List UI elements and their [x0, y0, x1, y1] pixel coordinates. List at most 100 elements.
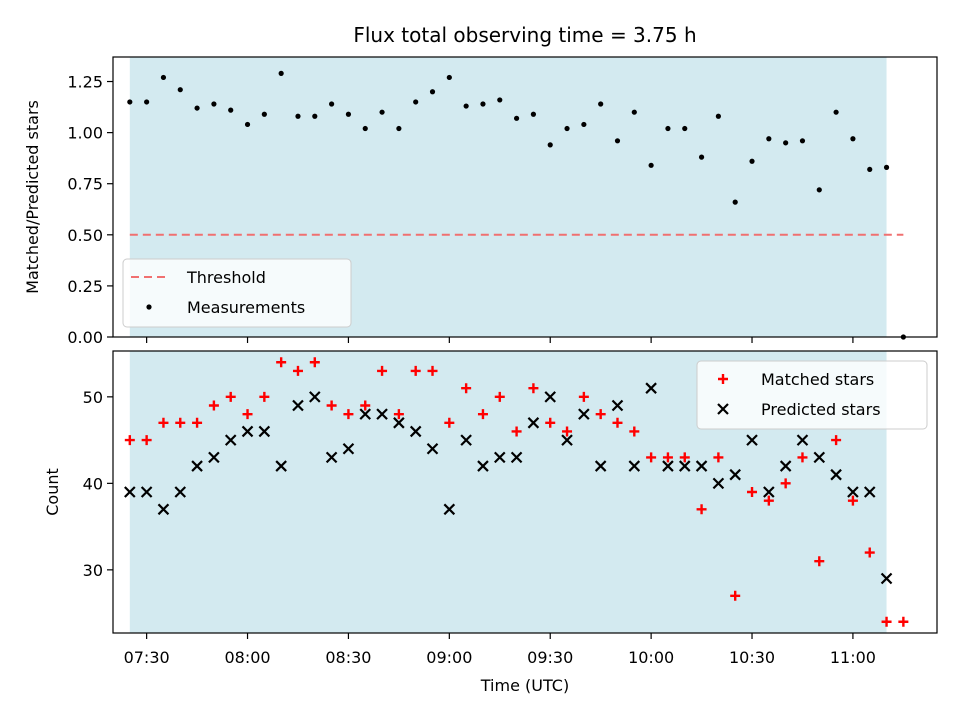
panel-2-series-1-point [461, 383, 472, 394]
panel-2-series-1-point [242, 409, 253, 420]
panel-2-series-1-point [158, 417, 169, 428]
panel-2-series-2-point [544, 391, 557, 403]
panel-2-series-2-point [779, 460, 792, 472]
panel-1-series-2-point [715, 113, 721, 119]
panel-2-series-2-point [140, 486, 153, 498]
panel-1-legend-swatch [146, 304, 152, 310]
panel-1-series-2-point [799, 138, 806, 144]
panel-1-y-tick-label: 1.25 [67, 73, 103, 92]
panel-1-series-2-point [446, 74, 452, 81]
panel-2-series-2-point [376, 408, 388, 420]
panel-1-y-tick-label: 0.00 [67, 328, 103, 347]
panel-2-series-1-point [831, 435, 842, 446]
panel-1-series-2-point [429, 89, 436, 95]
panel-2-series-1-point [864, 547, 875, 558]
panel-1-series-2-point [648, 162, 654, 168]
panel-2-legend-swatch [718, 374, 728, 384]
panel-2-series-2-point [493, 451, 506, 464]
panel-2-series-2-point [292, 399, 304, 412]
panel-2-series-1-point [175, 417, 186, 428]
panel-2-series-1-point [360, 400, 371, 411]
panel-1-series-2-point [513, 115, 520, 121]
panel-2-series-2-point [258, 425, 271, 438]
panel-2-series-2-point [695, 460, 708, 472]
panel-2-series-1-point [377, 365, 388, 376]
panel-2-series-1-point [309, 357, 320, 368]
panel-2-series-1-point [326, 400, 337, 411]
panel-2-series-1-point [898, 616, 909, 627]
panel-2-series-1-point [410, 365, 421, 376]
panel-2-series-1-point [511, 426, 522, 437]
panel-1-y-tick-label: 1.00 [67, 124, 103, 143]
panel-2-series-2-point [796, 434, 809, 446]
panel-2-series-1-point [881, 616, 892, 627]
panel-1-series-2-point [211, 101, 217, 107]
panel-2-series-1-point [780, 478, 791, 489]
panel-1-series-2-point [244, 121, 251, 128]
panel-2-series-2-point [645, 382, 657, 394]
panel-2-series-2-point [880, 572, 893, 585]
panel-1-series-2-point [160, 74, 167, 81]
panel-2-series-1-point [208, 400, 219, 411]
panel-1-series-2-point [698, 154, 705, 160]
x-tick-label: 09:30 [527, 648, 573, 667]
panel-2-series-2-point [224, 434, 237, 446]
panel-2-series-1-point [629, 426, 640, 437]
panel-2-series-1-point [276, 357, 287, 368]
panel-1-legend-box [122, 258, 352, 328]
x-tick-label: 10:30 [729, 648, 775, 667]
panel-1-series-2-point [682, 125, 688, 132]
panel-2-frame [112, 350, 938, 634]
chart-title: Flux total observing time = 3.75 h [353, 23, 696, 47]
panel-1-series-2-point [581, 121, 587, 128]
panel-1-series-2-point [480, 101, 486, 107]
panel-1-series-2-point [228, 107, 234, 113]
panel-1-series-2-point [396, 125, 402, 132]
panel-2-legend-label: Matched stars [761, 370, 874, 389]
panel-1-series-2-point [295, 113, 301, 119]
panel-2-y-tick-label: 30 [83, 561, 103, 580]
panel-2-series-1-point [646, 452, 657, 463]
panel-1-series-2-point [749, 158, 755, 164]
panel-1-series-2-point [850, 136, 856, 142]
panel-2-series-2-point [393, 417, 405, 429]
panel-2-series-1-point [545, 417, 556, 428]
panel-2-series-2-point [594, 460, 607, 472]
panel-1-series-2-point [530, 111, 537, 117]
panel-2-series-1-point [427, 365, 438, 376]
panel-1-series-2-point [413, 99, 419, 105]
panel-2-series-2-point [729, 468, 741, 481]
panel-2-legend-swatch [717, 403, 729, 415]
panel-2-series-2-point [813, 451, 826, 464]
panel-1-legend: Threshold Measurements [122, 258, 352, 328]
panel-2-series-2-point [712, 477, 725, 490]
x-tick-label: 11:00 [830, 648, 876, 667]
panel-2-series-2-point [342, 442, 355, 455]
x-tick-label: 08:00 [224, 648, 270, 667]
panel-2-series-1-point [562, 426, 573, 437]
panel-1-legend-label: Threshold [186, 268, 266, 287]
panel-1-series-2-point [547, 142, 553, 148]
panel-2-series-2-point [174, 486, 187, 498]
panel-2-series-2-point [510, 451, 523, 464]
panel-2-series-2-point [527, 417, 540, 429]
panel-1-series-2-point [463, 103, 469, 109]
panel-1-series-2-point [127, 99, 133, 105]
panel-1-series-2-point [732, 199, 738, 205]
panel-1-legend-label: Measurements [187, 298, 305, 317]
panel-1-series-2-point [833, 109, 839, 115]
panel-2-series-1-point [814, 556, 825, 567]
panel-1-series-2-point [766, 136, 772, 142]
panel-1-series-2-point [631, 109, 637, 115]
panel-2-series-1-point [393, 409, 404, 420]
panel-2-y-axis-label: Count [43, 468, 62, 516]
panel-2-series-1-point [292, 365, 303, 376]
panel-2-series-1-point [578, 391, 589, 402]
panel-2-series-2-point [561, 434, 573, 446]
panel-2-series-1-point [444, 417, 455, 428]
panel-1-series-2-point [598, 101, 604, 107]
plot-layer: 0.00 0.25 0.50 0.75 1.00 1.25 Matched/Predicte… [23, 56, 938, 667]
x-tick-label: 08:30 [325, 648, 371, 667]
panel-2-series-2-point [443, 503, 456, 516]
panel-2-series-2-point [460, 434, 472, 446]
